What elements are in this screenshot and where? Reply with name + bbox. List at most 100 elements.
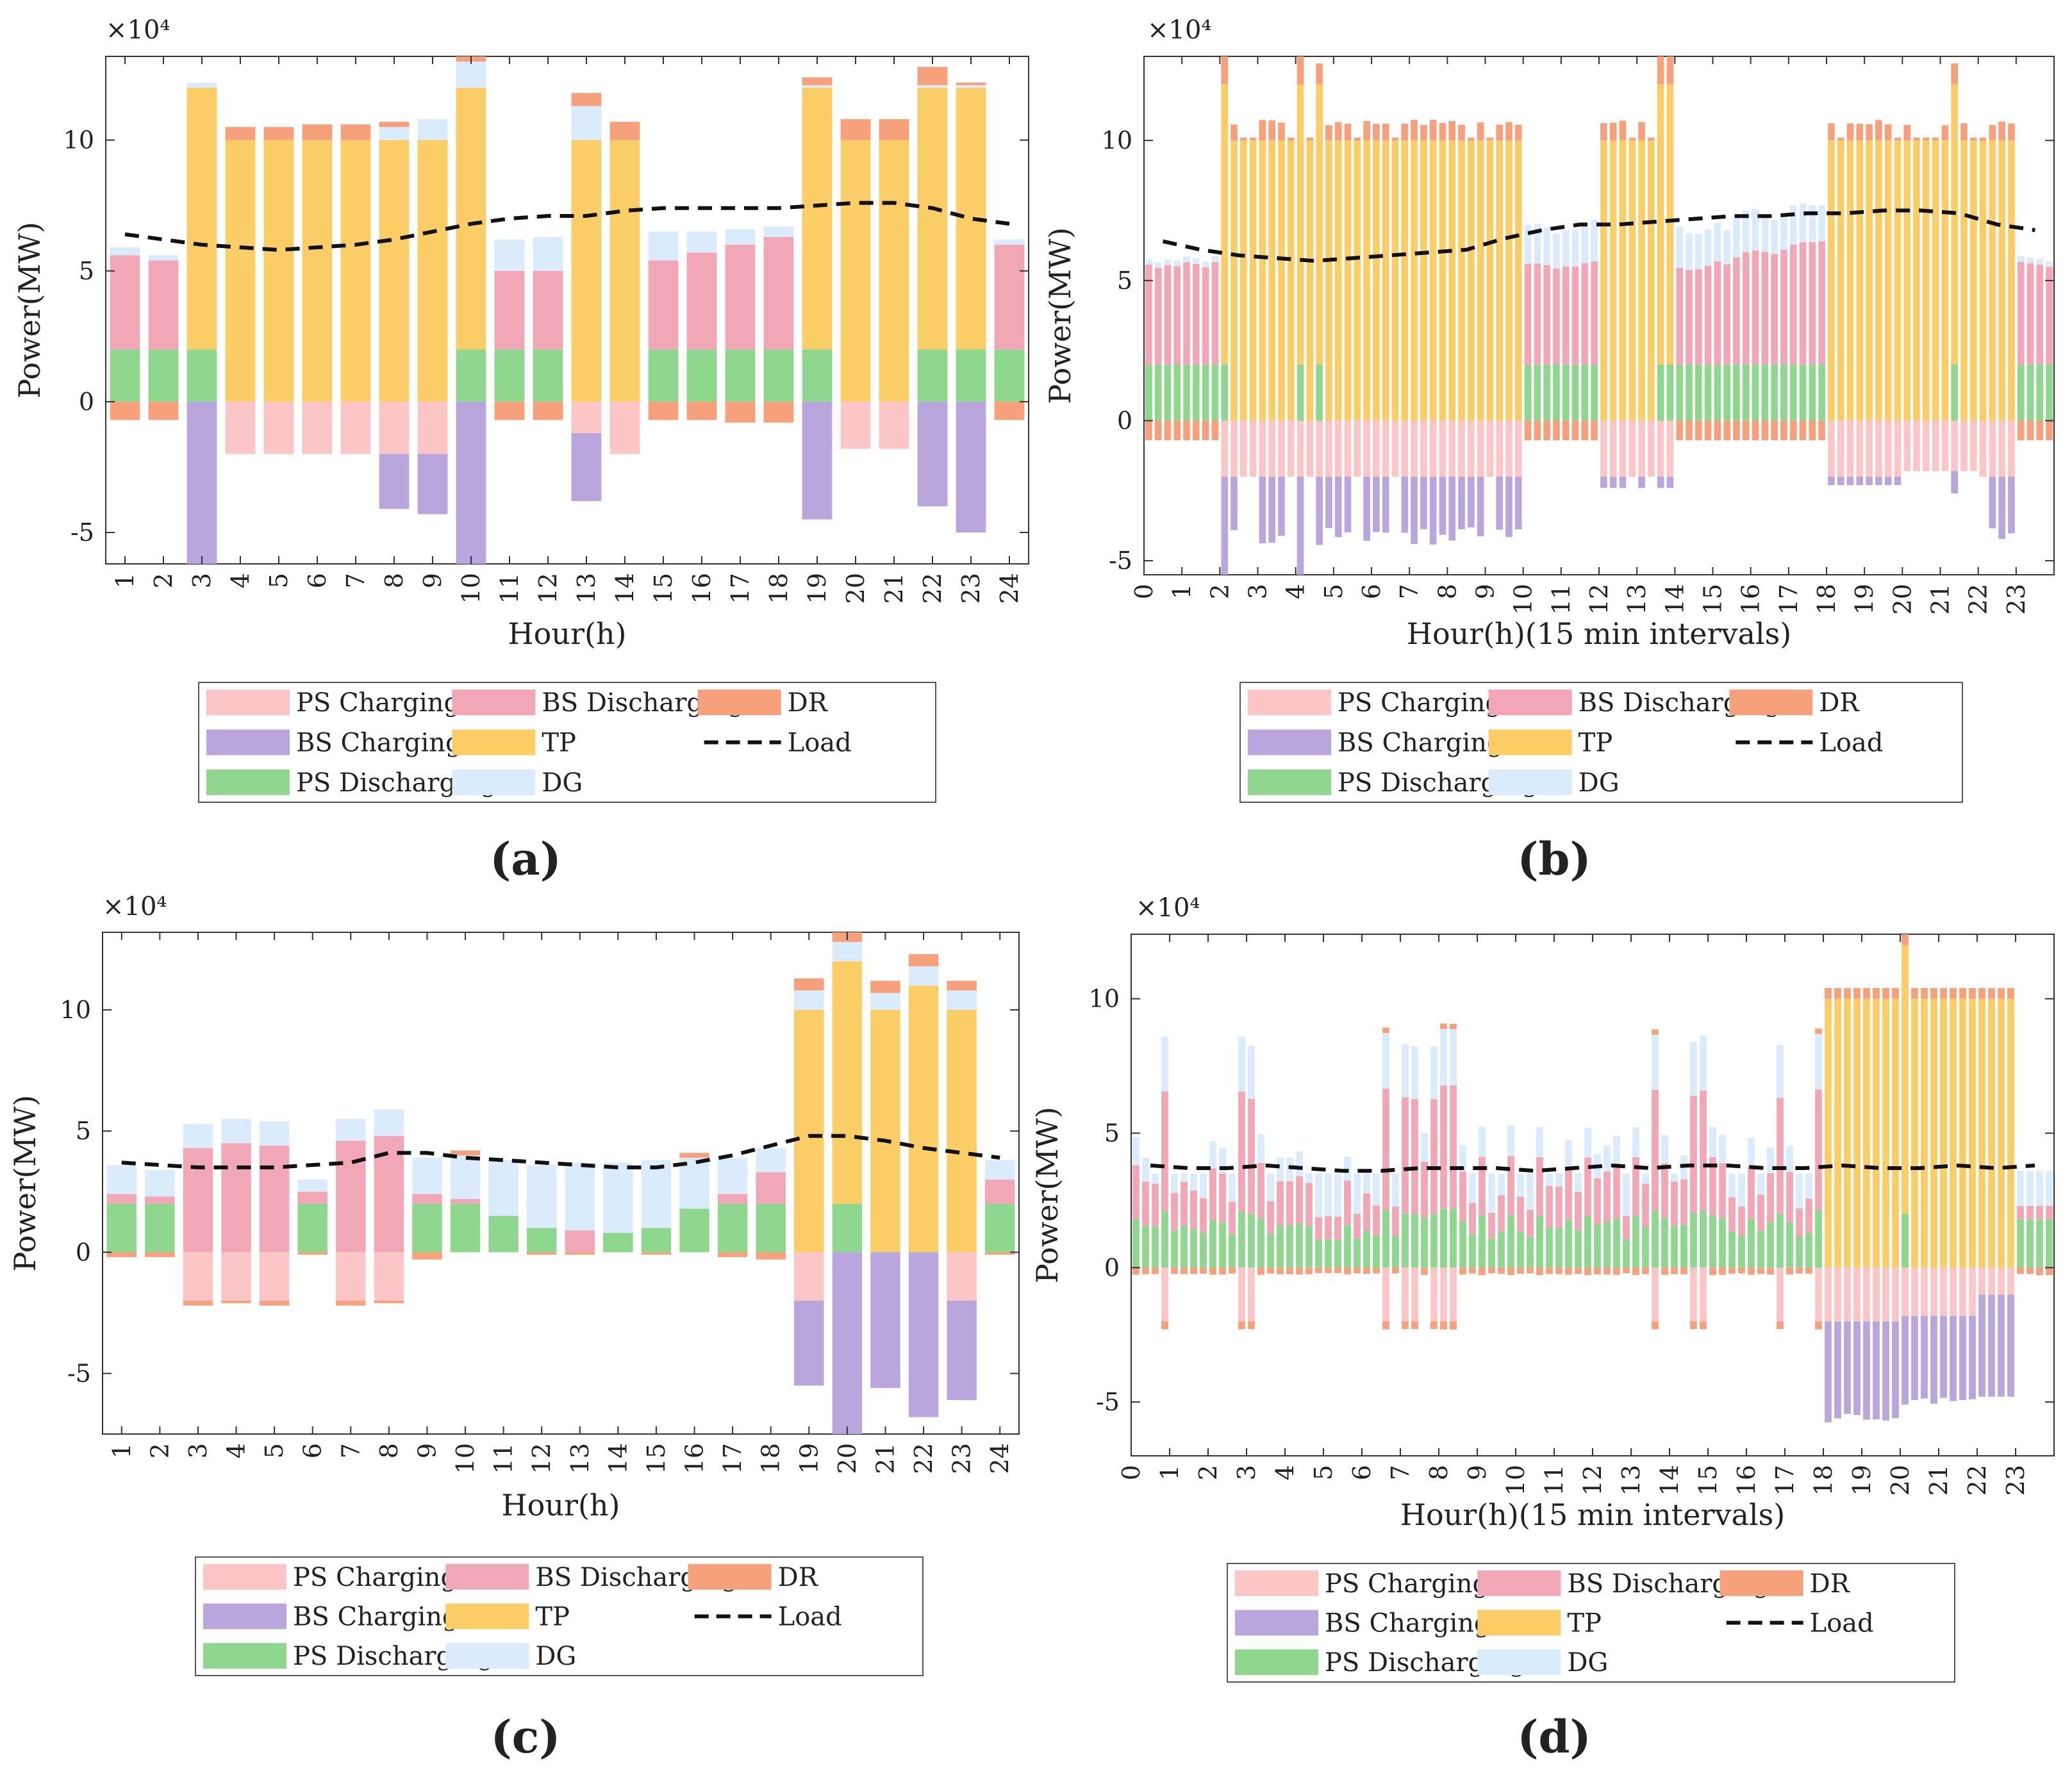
bar-tp-84 (1932, 140, 1939, 421)
bar-ps-discharging-72 (1818, 365, 1825, 421)
bar-bs-charging-92 (2007, 1294, 2014, 1397)
bar-tp-7 (340, 140, 371, 402)
bar-ps-discharging-12 (526, 1228, 557, 1253)
x-tick-label: 1 (111, 573, 139, 588)
bar-dr-27 (1382, 1027, 1389, 1034)
bar-tp-85 (1941, 140, 1949, 421)
bar-dr-9 (1209, 1267, 1216, 1275)
x-tick-label: 22 (1963, 1465, 1991, 1496)
bar-tp-81 (1903, 140, 1911, 421)
bar-bs-charging-51 (1619, 476, 1627, 488)
bar-ps-charging-55 (1652, 1267, 1659, 1322)
bar-dg-29 (1402, 1044, 1409, 1098)
bar-dr-65 (1748, 1267, 1755, 1275)
bar-dr-60 (1704, 420, 1712, 441)
bar-tp-49 (1600, 140, 1607, 421)
bar-dr-75 (1844, 987, 1851, 999)
bar-dg-13 (1248, 1046, 1255, 1099)
bar-dr-72 (1815, 1028, 1822, 1034)
bar-ps-charging-86 (1950, 1267, 1957, 1316)
bar-dg-13 (571, 106, 602, 140)
bar-dr-29 (1402, 1321, 1409, 1330)
bar-ps-charging-12 (1238, 1267, 1245, 1322)
x-axis-title: Hour(h) (502, 1488, 620, 1522)
bar-tp-11 (1239, 140, 1247, 421)
bar-ps-discharging-1 (1132, 1219, 1140, 1268)
bar-dg-70 (1796, 1173, 1803, 1208)
bar-dr-3 (1152, 1267, 1159, 1274)
x-tick-label: 14 (611, 573, 639, 604)
bar-dr-71 (1805, 1267, 1812, 1274)
bar-dr-51 (1619, 120, 1627, 141)
bar-bs-discharging-59 (1690, 1096, 1697, 1213)
bar-ps-discharging-2 (145, 1203, 175, 1253)
bar-dg-15 (641, 1160, 672, 1228)
bar-dg-41 (1524, 224, 1532, 264)
bar-ps-discharging-56 (1661, 1218, 1668, 1268)
plot-area (102, 932, 1020, 1435)
legend-label: DG (535, 1642, 576, 1671)
bar-dr-34 (1450, 1023, 1457, 1030)
x-tick-label: 16 (1732, 1465, 1761, 1496)
bar-dr-49 (1594, 1267, 1601, 1274)
bar-dg-16 (679, 1157, 709, 1209)
bar-bs-discharging-40 (1507, 1156, 1514, 1216)
bar-ps-charging-36 (1477, 420, 1484, 477)
x-tick-label: 13 (1623, 584, 1651, 614)
bar-bs-charging-22 (917, 401, 948, 507)
bar-dr-2 (1142, 1267, 1149, 1274)
bar-ps-discharging-43 (1536, 1216, 1543, 1268)
bar-ps-charging-13 (1248, 1267, 1255, 1322)
bar-dr-61 (1709, 1267, 1716, 1275)
bar-ps-discharging-54 (1642, 1226, 1649, 1268)
bar-ps-charging-20 (1325, 420, 1332, 477)
bar-dg-2 (1154, 262, 1162, 268)
x-tick-label: 19 (803, 573, 831, 604)
bar-bs-charging-92 (2008, 476, 2015, 534)
x-tick-label: 24 (995, 573, 1024, 604)
bar-dr-41 (1524, 420, 1532, 441)
y-tick-label: 5 (1104, 1119, 1120, 1147)
bar-dg-66 (1761, 214, 1769, 252)
bar-dr-12 (526, 1252, 557, 1255)
bar-ps-charging-4 (1161, 1267, 1168, 1322)
bar-ps-charging-14 (1268, 420, 1276, 477)
bar-dr-91 (1998, 121, 2005, 141)
y-multiplier: ×10⁴ (1136, 893, 1200, 923)
bar-bs-discharging-2 (1154, 268, 1162, 365)
y-tick-label: -5 (1096, 1388, 1120, 1416)
bar-bs-charging-23 (947, 1300, 977, 1401)
x-tick-label: 18 (1812, 584, 1841, 614)
bar-ps-discharging-13 (1248, 1214, 1255, 1268)
bar-ps-discharging-66 (1761, 365, 1769, 421)
bar-ps-charging-6 (302, 401, 333, 454)
bar-bs-charging-86 (1951, 471, 1959, 494)
bar-dr-46 (1571, 420, 1579, 441)
x-tick-label: 3 (1244, 584, 1272, 599)
bar-tp-74 (1837, 140, 1844, 421)
bar-bs-discharging-63 (1733, 257, 1740, 365)
bar-tp-20 (832, 961, 863, 1204)
bar-dr-60 (1700, 1321, 1707, 1330)
bar-tp-23 (947, 1010, 977, 1253)
bar-dr-22 (908, 954, 939, 966)
y-axis-title: Power(MW) (12, 222, 47, 399)
bar-ps-discharging-27 (1382, 1210, 1389, 1268)
bar-ps-charging-91 (1998, 420, 2005, 477)
bar-bs-discharging-67 (1767, 1173, 1774, 1223)
y-tick-label: 0 (1117, 406, 1132, 434)
bar-ps-discharging-62 (1723, 365, 1731, 421)
bar-bs-discharging-23 (1344, 1180, 1351, 1226)
bar-bs-discharging-6 (1181, 1182, 1188, 1226)
bar-bs-charging-36 (1477, 476, 1484, 536)
bar-tp-78 (1875, 140, 1882, 421)
bar-bs-discharging-7 (1202, 267, 1209, 365)
bar-tp-16 (1287, 140, 1295, 421)
bar-dr-20 (1315, 1267, 1322, 1273)
bar-dg-51 (1613, 1135, 1620, 1164)
bar-bs-charging-84 (1930, 1315, 1937, 1404)
bar-ps-discharging-41 (1524, 365, 1532, 421)
bar-bs-discharging-70 (1799, 242, 1807, 365)
x-tick-label: 22 (1964, 584, 1993, 614)
bar-ps-charging-78 (1875, 420, 1882, 477)
